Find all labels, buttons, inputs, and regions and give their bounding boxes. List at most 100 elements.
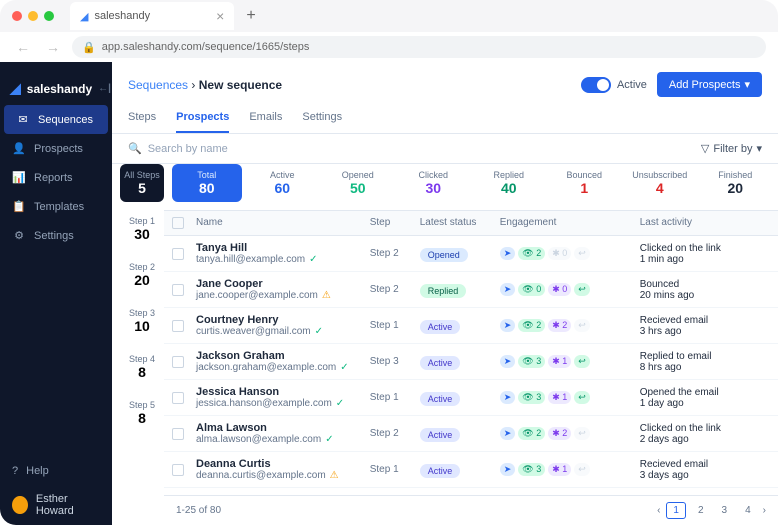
url-text: app.saleshandy.com/sequence/1665/steps <box>102 41 310 53</box>
status-badge: Replied <box>420 284 467 298</box>
column-status[interactable]: Latest status <box>420 217 500 229</box>
table-row[interactable]: Jackson Graham jackson.graham@example.co… <box>164 344 778 380</box>
new-tab-button[interactable]: + <box>246 7 255 25</box>
select-all-checkbox[interactable] <box>172 217 184 229</box>
clicked-chip: ✱ 0 <box>548 247 571 260</box>
prev-page-button[interactable]: ‹ <box>657 505 660 516</box>
sidebar-item-prospects[interactable]: 👤Prospects <box>0 134 112 163</box>
clicked-chip: ✱ 2 <box>548 319 571 332</box>
minimize-window-button[interactable] <box>28 11 38 21</box>
table-body: Tanya Hill tanya.hill@example.com ✓ Step… <box>164 236 778 495</box>
step-filter[interactable]: Step 220 <box>120 256 164 294</box>
row-checkbox[interactable] <box>172 428 184 440</box>
sidebar-item-templates[interactable]: 📋Templates <box>0 192 112 221</box>
row-checkbox[interactable] <box>172 464 184 476</box>
clicked-chip: ✱ 0 <box>548 283 571 296</box>
search-input[interactable]: 🔍 Search by name <box>128 142 693 155</box>
verified-icon: ✓ <box>325 434 333 445</box>
sidebar-item-reports[interactable]: 📊Reports <box>0 163 112 192</box>
row-checkbox[interactable] <box>172 392 184 404</box>
stat-opened[interactable]: Opened50 <box>323 164 393 202</box>
step-filter[interactable]: Step 130 <box>120 210 164 248</box>
breadcrumb-current: New sequence <box>199 78 282 92</box>
column-name[interactable]: Name <box>196 217 370 229</box>
stat-replied[interactable]: Replied40 <box>474 164 544 202</box>
tab-prospects[interactable]: Prospects <box>176 103 229 133</box>
prospect-step: Step 2 <box>370 428 420 439</box>
verified-icon: ✓ <box>340 362 348 373</box>
sent-chip: ➤ <box>500 355 516 368</box>
stat-total[interactable]: Total80 <box>172 164 242 202</box>
stat-unsubscribed[interactable]: Unsubscribed4 <box>625 164 695 202</box>
prospect-step: Step 2 <box>370 248 420 259</box>
collapse-sidebar-icon[interactable]: ←| <box>98 83 111 94</box>
forward-button[interactable]: → <box>42 39 64 55</box>
sidebar-item-settings[interactable]: ⚙Settings <box>0 221 112 250</box>
active-toggle[interactable] <box>581 77 611 93</box>
activity-text: Clicked on the link <box>640 423 770 434</box>
brand[interactable]: ◢ saleshandy ←| <box>0 72 112 105</box>
row-checkbox[interactable] <box>172 320 184 332</box>
opened-chip: 👁 3 <box>518 463 545 476</box>
filter-by-dropdown[interactable]: ▽ Filter by ▾ <box>701 142 762 155</box>
tab-settings[interactable]: Settings <box>302 103 342 133</box>
status-badge: Active <box>420 464 461 478</box>
step-filter[interactable]: Step 58 <box>120 394 164 432</box>
tab-steps[interactable]: Steps <box>128 103 156 133</box>
page-button[interactable]: 2 <box>692 503 710 518</box>
help-link[interactable]: ? Help <box>0 457 112 485</box>
prospect-step: Step 1 <box>370 392 420 403</box>
column-engagement[interactable]: Engagement <box>500 217 640 229</box>
table-row[interactable]: Courtney Henry curtis.weaver@gmail.com ✓… <box>164 308 778 344</box>
step-filter[interactable]: Step 48 <box>120 348 164 386</box>
table-row[interactable]: Deanna Curtis deanna.curtis@example.com … <box>164 452 778 488</box>
chevron-down-icon: ▾ <box>744 78 750 91</box>
table-row[interactable]: Jane Cooper jane.cooper@example.com ⚠ St… <box>164 272 778 308</box>
next-page-button[interactable]: › <box>763 505 766 516</box>
filter-icon: ▽ <box>701 142 709 155</box>
prospect-email: alma.lawson@example.com ✓ <box>196 434 370 445</box>
prospect-name: Courtney Henry <box>196 314 370 326</box>
page-button[interactable]: 1 <box>666 502 686 519</box>
page-button[interactable]: 3 <box>716 503 734 518</box>
maximize-window-button[interactable] <box>44 11 54 21</box>
opened-chip: 👁 2 <box>518 427 545 440</box>
table-row[interactable]: Alma Lawson alma.lawson@example.com ✓ St… <box>164 416 778 452</box>
pagination-range: 1-25 of 80 <box>176 505 221 516</box>
browser-tab[interactable]: ◢ saleshandy × <box>70 2 234 30</box>
table-row[interactable]: Jessica Hanson jessica.hanson@example.co… <box>164 380 778 416</box>
stat-clicked[interactable]: Clicked30 <box>399 164 469 202</box>
close-window-button[interactable] <box>12 11 22 21</box>
reply-chip: ↩ <box>574 355 590 368</box>
column-step[interactable]: Step <box>370 217 420 229</box>
breadcrumb: Sequences › New sequence <box>128 78 282 92</box>
close-tab-icon[interactable]: × <box>216 8 224 24</box>
step-filter[interactable]: Step 310 <box>120 302 164 340</box>
sidebar-item-sequences[interactable]: ✉Sequences <box>4 105 108 134</box>
status-badge: Active <box>420 392 461 406</box>
prospect-email: deanna.curtis@example.com ⚠ <box>196 470 370 481</box>
steps-filter-column: All Steps5 Step 130 Step 220 Step 310 Step 4… <box>112 164 164 525</box>
page-button[interactable]: 4 <box>739 503 757 518</box>
tab-emails[interactable]: Emails <box>249 103 282 133</box>
breadcrumb-parent[interactable]: Sequences <box>128 78 188 92</box>
stat-active[interactable]: Active60 <box>248 164 318 202</box>
activity-text: Clicked on the link <box>640 243 770 254</box>
stat-finished[interactable]: Finished20 <box>701 164 771 202</box>
warning-icon: ⚠ <box>330 470 339 481</box>
table-row[interactable]: Tanya Hill tanya.hill@example.com ✓ Step… <box>164 236 778 272</box>
row-checkbox[interactable] <box>172 248 184 260</box>
user-menu[interactable]: Esther Howard <box>0 485 112 525</box>
back-button[interactable]: ← <box>12 39 34 55</box>
stat-bounced[interactable]: Bounced1 <box>550 164 620 202</box>
prospect-step: Step 2 <box>370 284 420 295</box>
status-badge: Active <box>420 356 461 370</box>
address-bar[interactable]: 🔒 app.saleshandy.com/sequence/1665/steps <box>72 36 766 58</box>
opened-chip: 👁 2 <box>518 247 545 260</box>
column-activity[interactable]: Last activity <box>640 217 770 229</box>
row-checkbox[interactable] <box>172 356 184 368</box>
step-filter[interactable]: All Steps5 <box>120 164 164 202</box>
add-prospects-button[interactable]: Add Prospects ▾ <box>657 72 762 97</box>
row-checkbox[interactable] <box>172 284 184 296</box>
activity-text: Replied to email <box>640 351 770 362</box>
